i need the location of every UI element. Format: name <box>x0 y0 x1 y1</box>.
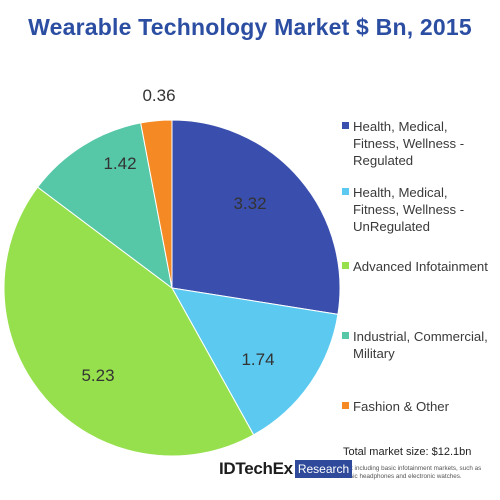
data-label-4: 1.42 <box>103 154 136 173</box>
pie-slice-5 <box>140 119 173 289</box>
total-market-note: Total market size: $12.1bn <box>343 446 472 458</box>
legend-label: Industrial, Commercial, Military <box>353 329 488 361</box>
legend-swatch <box>342 332 349 339</box>
legend-item-4: Industrial, Commercial, Military <box>342 328 498 362</box>
legend-item-1: Health, Medical, Fitness, Wellness - Regul… <box>342 118 498 169</box>
legend-label: Health, Medical, Fitness, Wellness - Regul… <box>353 119 465 168</box>
data-label-1: 3.32 <box>233 194 266 213</box>
legend-swatch <box>342 402 349 409</box>
data-label-2: 1.74 <box>241 350 274 369</box>
pie-slice-4 <box>36 122 173 290</box>
footnote: Not including basic infotainment markets… <box>343 465 482 480</box>
chart-title: Wearable Technology Market $ Bn, 2015 <box>28 14 472 40</box>
logo-badge: Research <box>294 460 353 478</box>
legend-swatch <box>342 122 349 129</box>
pie-slice-3 <box>3 186 255 457</box>
legend-label: Health, Medical, Fitness, Wellness - UnReg… <box>353 185 465 234</box>
legend-swatch <box>342 188 349 195</box>
legend-swatch <box>342 262 349 269</box>
pie-slice-1 <box>171 119 341 315</box>
data-label-5: 0.36 <box>142 86 175 105</box>
legend-label: Advanced Infotainment <box>353 259 488 274</box>
idtechex-logo: IDTechEx Research <box>219 458 353 480</box>
pie-slice-2 <box>171 287 339 436</box>
legend-item-2: Health, Medical, Fitness, Wellness - UnReg… <box>342 184 498 235</box>
legend-item-5: Fashion & Other <box>342 398 498 415</box>
data-label-3: 5.23 <box>81 366 114 385</box>
logo-name: IDTechEx <box>219 459 293 478</box>
legend-label: Fashion & Other <box>353 399 450 414</box>
legend-item-3: Advanced Infotainment <box>342 258 498 275</box>
